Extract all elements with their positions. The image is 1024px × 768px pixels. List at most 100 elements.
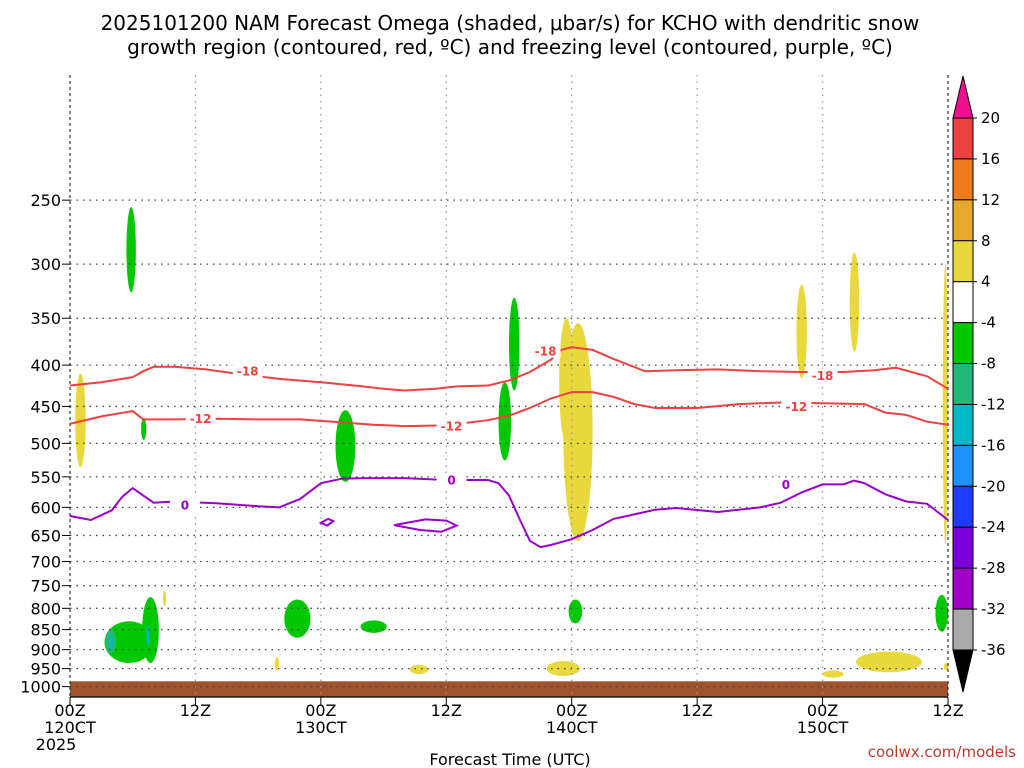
- omega-area-11: [360, 620, 387, 633]
- x-tick-label-0-2: 120CT: [44, 718, 96, 737]
- chart-title-line2: growth region (contoured, red, ºC) and f…: [127, 35, 893, 59]
- y-tick-label-750: 750: [30, 577, 61, 596]
- omega-area-0: [126, 207, 136, 293]
- x-tick-label-72-2: 150CT: [797, 718, 849, 737]
- omega-area-9: [146, 625, 150, 646]
- contour-label-bg-dgz_minus18-1: [530, 343, 561, 358]
- colorbar-label-4: 4: [981, 273, 991, 291]
- y-tick-label-900: 900: [30, 641, 61, 660]
- omega-area-21: [274, 657, 280, 671]
- y-tick-label-950: 950: [30, 660, 61, 679]
- y-tick-label-300: 300: [30, 255, 61, 274]
- colorbar-label-2: 12: [981, 191, 1000, 209]
- colorbar-label-11: -28: [981, 559, 1006, 577]
- contour-label-dgz_minus18-1: -18: [535, 344, 557, 358]
- contour-label-freezing_0-1: 0: [447, 474, 455, 488]
- omega-colorbar: 20 16 12 8 4 -4 -8 -12 -16 -20 -24 -28 -32 -36: [952, 75, 1006, 693]
- omega-area-22: [409, 664, 429, 675]
- x-tick-label-0-1: 00Z: [54, 701, 85, 720]
- y-tick-label-550: 550: [30, 468, 61, 487]
- colorbar-label-13: -36: [981, 641, 1006, 659]
- omega-area-3: [498, 382, 512, 461]
- colorbar-bin-2: [952, 199, 974, 242]
- omega-area-25: [856, 651, 922, 673]
- omega-area-20: [163, 590, 167, 607]
- y-tick-label-700: 700: [30, 552, 61, 571]
- y-tick-label-600: 600: [30, 498, 61, 517]
- colorbar-bin-12: [952, 608, 974, 651]
- contour-label-bg-freezing_0-2: [770, 477, 801, 492]
- colorbar-label-7: -12: [981, 395, 1006, 413]
- colorbar-label-9: -20: [981, 477, 1006, 495]
- y-tick-label-850: 850: [30, 621, 61, 640]
- colorbar-bin-8: [952, 444, 974, 487]
- colorbar-top-arrow: [952, 75, 974, 119]
- omega-area-17: [796, 284, 807, 379]
- x-tick-label-48-2: 140CT: [546, 718, 598, 737]
- colorbar-bin-7: [952, 403, 974, 446]
- contour-label-bg-freezing_0-0: [169, 498, 200, 513]
- y-tick-label-650: 650: [30, 526, 61, 545]
- omega-area-23: [546, 661, 581, 676]
- contour-label-dgz_minus12-2: -12: [786, 400, 808, 414]
- omega-area-12: [568, 599, 583, 624]
- colorbar-bin-4: [952, 281, 974, 324]
- colorbar-label-10: -24: [981, 518, 1006, 536]
- omega-area-13: [935, 594, 948, 632]
- omega-area-24: [822, 670, 844, 678]
- x-tick-label-48-1: 00Z: [556, 701, 587, 720]
- omega-area-1: [141, 417, 147, 440]
- x-tick-label-24-2: 130CT: [295, 718, 347, 737]
- colorbar-bin-11: [952, 567, 974, 610]
- colorbar-bin-5: [952, 322, 974, 365]
- colorbar-label-6: -8: [981, 355, 996, 373]
- y-tick-label-1000: 1000: [20, 678, 61, 697]
- ground-surface: [70, 681, 948, 697]
- x-tick-label-72-1: 00Z: [807, 701, 838, 720]
- plot-grid: [69, 75, 949, 698]
- contour-label-bg-dgz_minus12-2: [781, 399, 812, 414]
- x-axis-label: Forecast Time (UTC): [429, 750, 590, 768]
- omega-area-2: [335, 410, 356, 482]
- colorbar-bin-9: [952, 485, 974, 528]
- contour-freezing_loop_b: [393, 518, 460, 533]
- omega-area-19: [942, 264, 948, 544]
- colorbar-bin-10: [952, 526, 974, 569]
- omega-area-18: [849, 252, 860, 352]
- omega-area-5: [104, 621, 154, 664]
- colorbar-bin-1: [952, 158, 974, 201]
- x-tick-label-60-1: 12Z: [681, 701, 712, 720]
- colorbar-bin-6: [952, 363, 974, 405]
- colorbar-label-0: 20: [981, 109, 1000, 127]
- colorbar-label-5: -4: [981, 314, 996, 332]
- colorbar-label-3: 8: [981, 232, 991, 250]
- omega-area-10: [284, 599, 311, 638]
- omega-area-16: [563, 323, 593, 541]
- omega-area-8: [142, 597, 159, 664]
- colorbar-bin-3: [952, 240, 974, 283]
- omega-area-26: [943, 663, 949, 671]
- x-tick-label-0-3: 2025: [36, 735, 77, 754]
- x-tick-label-36-1: 12Z: [431, 701, 462, 720]
- contour-label-bg-dgz_minus12-0: [185, 411, 216, 426]
- contour-label-dgz_minus12-1: -12: [441, 420, 463, 434]
- omega-area-4: [509, 297, 520, 391]
- y-tick-label-350: 350: [30, 309, 61, 328]
- x-tick-label-84-1: 12Z: [932, 701, 963, 720]
- colorbar-label-1: 16: [981, 150, 1000, 168]
- colorbar-bottom-arrow: [952, 649, 974, 693]
- contour-label-bg-freezing_0-1: [436, 473, 467, 488]
- contour-label-freezing_0-2: 0: [782, 478, 790, 492]
- omega-area-7: [109, 635, 113, 648]
- x-tick-label-12-1: 12Z: [180, 701, 211, 720]
- contour-label-bg-dgz_minus18-0: [232, 364, 263, 379]
- y-tick-label-400: 400: [30, 356, 61, 375]
- y-tick-label-500: 500: [30, 434, 61, 453]
- contour-label-bg-dgz_minus18-2: [807, 368, 838, 383]
- y-tick-label-450: 450: [30, 397, 61, 416]
- contour-dgz_minus18: [69, 346, 949, 392]
- contour-freezing_loop_a: [318, 517, 336, 527]
- credit-link[interactable]: coolwx.com/models: [868, 743, 1016, 761]
